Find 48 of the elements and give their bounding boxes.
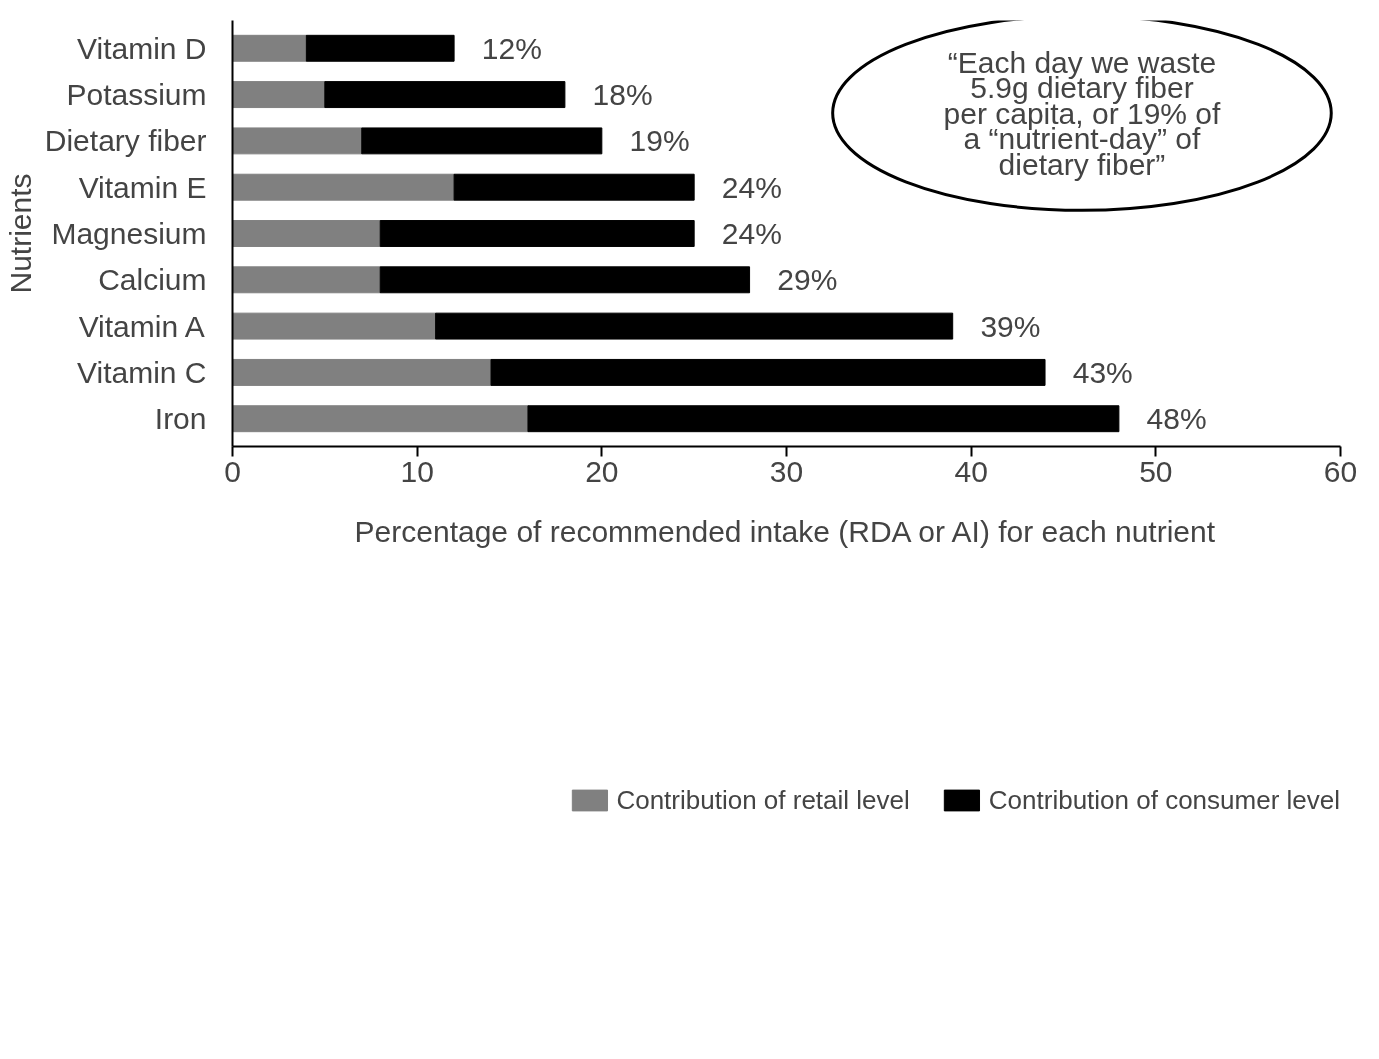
bar xyxy=(232,405,529,433)
bar xyxy=(305,34,455,62)
y-tick-label: Vitamin E xyxy=(78,170,207,204)
y-tick-label: Vitamin D xyxy=(77,31,207,65)
total-label: 48% xyxy=(1146,402,1207,436)
bar xyxy=(361,127,603,155)
legend-label: Contribution of retail level xyxy=(616,784,910,816)
bar xyxy=(232,220,381,247)
bar xyxy=(490,358,1046,386)
bar xyxy=(232,173,455,201)
bar xyxy=(379,266,751,294)
y-tick-label: Vitamin A xyxy=(78,309,205,343)
total-label: 18% xyxy=(592,78,653,112)
x-tick-label: 20 xyxy=(585,454,619,488)
y-tick-label: Potassium xyxy=(66,78,207,112)
y-tick-label: Vitamin C xyxy=(77,355,207,389)
bar xyxy=(232,34,307,62)
bar xyxy=(232,312,437,340)
bar xyxy=(435,312,954,340)
bar xyxy=(324,81,566,109)
bar xyxy=(232,358,492,386)
y-tick-label: Iron xyxy=(154,402,207,436)
y-tick-label: Magnesium xyxy=(51,217,207,250)
total-label: 19% xyxy=(629,124,690,158)
total-label: 29% xyxy=(777,263,838,297)
x-axis-title: Percentage of recommended intake (RDA or AI) for each nutrient xyxy=(354,514,1216,548)
total-label: 39% xyxy=(980,309,1041,343)
x-tick-label: 40 xyxy=(954,454,988,488)
y-axis-title: Nutrients xyxy=(3,173,37,294)
y-tick-label: Dietary fiber xyxy=(44,124,207,158)
bar xyxy=(232,81,326,109)
bar xyxy=(527,405,1120,433)
bar xyxy=(453,173,695,201)
total-label: 24% xyxy=(721,217,782,250)
x-tick-label: 30 xyxy=(769,454,804,488)
bar xyxy=(232,127,363,155)
legend-label: Contribution of consumer level xyxy=(988,784,1340,816)
x-tick-label: 50 xyxy=(1139,454,1173,488)
x-tick-label: 60 xyxy=(1323,454,1358,488)
x-tick-label: 0 xyxy=(224,454,241,488)
bar xyxy=(232,266,381,294)
total-label: 24% xyxy=(721,170,782,204)
total-label: 43% xyxy=(1072,355,1133,389)
total-label: 12% xyxy=(481,31,542,65)
bar xyxy=(379,220,695,247)
y-tick-label: Calcium xyxy=(98,263,207,297)
x-tick-label: 10 xyxy=(400,454,434,488)
annotation: “Each day we waste 5.9g dietary fiber per capita, or 19% of a “nutrient-day” of dietary fiber” xyxy=(943,45,1222,181)
